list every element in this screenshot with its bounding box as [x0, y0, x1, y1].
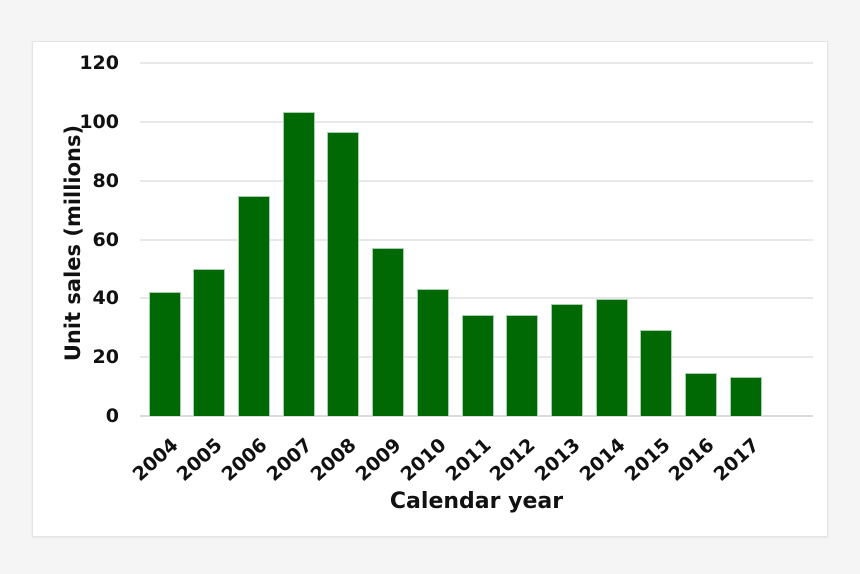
y-tick-labels: 0 20 40 60 80 100 120: [33, 52, 119, 427]
bar-2010: [416, 289, 449, 416]
bar-2004: [148, 292, 181, 416]
bar-2008: [327, 131, 360, 416]
y-tick-label-20: 20: [92, 346, 119, 369]
bar-2017: [729, 376, 762, 416]
x-tick-label-2015: 2015: [620, 434, 675, 486]
gridline-120: [140, 62, 813, 64]
y-tick-label-80: 80: [92, 169, 119, 192]
x-axis-title: Calendar year: [389, 489, 564, 514]
y-tick-label-100: 100: [79, 110, 119, 133]
gridline-80: [140, 179, 813, 182]
y-tick-label-120: 120: [79, 52, 119, 74]
x-tick-label-2009: 2009: [351, 434, 406, 486]
gridline-100: [140, 120, 813, 123]
bar-2014: [595, 298, 628, 416]
x-tick-label-2005: 2005: [172, 434, 227, 486]
x-tick-label-2016: 2016: [664, 434, 719, 486]
bar-2015: [640, 330, 673, 416]
bar-2009: [372, 248, 405, 416]
x-tick-label-2012: 2012: [485, 434, 540, 486]
y-tick-label-0: 0: [105, 405, 119, 427]
gridline-40: [140, 297, 813, 300]
x-tick-label-2004: 2004: [128, 434, 183, 486]
bar-2005: [193, 268, 226, 416]
x-tick-label-2007: 2007: [262, 434, 317, 486]
x-tick-label-2006: 2006: [217, 434, 272, 486]
plot-area: [140, 62, 813, 417]
bar-2016: [685, 373, 718, 416]
bar-2012: [506, 315, 539, 416]
bar-2011: [461, 315, 494, 416]
bar-2006: [237, 195, 270, 416]
y-tick-label-40: 40: [92, 287, 119, 310]
gridline-0: [140, 415, 813, 417]
bar-2013: [550, 303, 583, 416]
gridline-60: [140, 238, 813, 241]
x-tick-label-2013: 2013: [530, 434, 585, 486]
x-tick-label-2010: 2010: [396, 434, 451, 486]
x-tick-label-2008: 2008: [307, 434, 362, 486]
x-tick-label-2017: 2017: [709, 434, 764, 486]
y-axis-title: Unit sales (millions): [61, 124, 85, 362]
y-tick-label-60: 60: [92, 228, 119, 251]
x-tick-label-2014: 2014: [575, 434, 630, 486]
chart-card: 0 20 40 60 80 100 120 2004 2005 2006 2007 2008 2009…: [32, 41, 828, 537]
bar-2007: [282, 111, 315, 416]
x-tick-label-2011: 2011: [441, 434, 496, 486]
